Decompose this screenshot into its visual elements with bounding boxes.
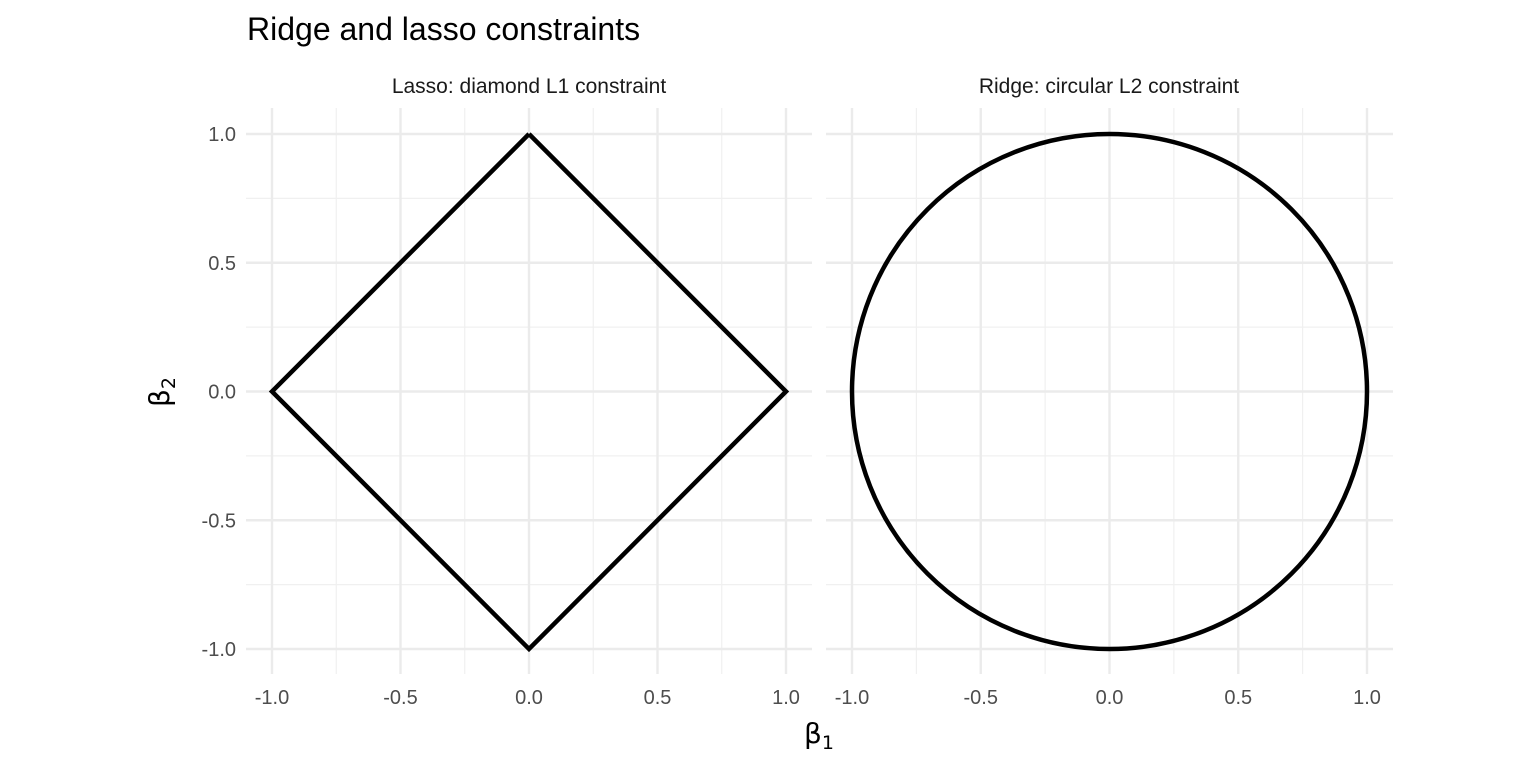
strip-title-ridge: Ridge: circular L2 constraint — [979, 75, 1239, 98]
y-axis-subscript: 2 — [158, 377, 180, 389]
x-tick-label: -1.0 — [835, 687, 869, 709]
x-axis-subscript: 1 — [822, 732, 834, 754]
panel-lasso: Lasso: diamond L1 constraint -1.0 -0.5 0.0… — [202, 75, 812, 709]
panel-ridge: Ridge: circular L2 constraint -1.0 -0.5 0.… — [826, 75, 1393, 709]
y-axis-symbol: β — [143, 389, 176, 407]
x-tick-label: -0.5 — [964, 687, 998, 709]
strip-title-lasso: Lasso: diamond L1 constraint — [392, 75, 666, 98]
y-axis-title: β2 — [143, 377, 180, 407]
constraint-diamond — [268, 132, 790, 653]
chart-title: Ridge and lasso constraints — [247, 11, 640, 47]
x-tick-label: 1.0 — [772, 687, 800, 709]
y-tick-label: -1.0 — [202, 639, 236, 661]
y-tick-label: -0.5 — [202, 510, 236, 532]
grid — [246, 108, 812, 674]
y-tick-label: 0.0 — [208, 382, 236, 404]
x-tick-label: -1.0 — [255, 687, 289, 709]
x-tick-label: 0.5 — [644, 687, 672, 709]
x-tick-label: 0.5 — [1224, 687, 1252, 709]
constraint-circle — [849, 131, 1370, 652]
x-axis-title: β1 — [804, 717, 834, 754]
x-axis-symbol: β — [804, 717, 822, 750]
y-tick-label: 0.5 — [208, 253, 236, 275]
x-tick-label: -0.5 — [383, 687, 417, 709]
y-tick-label: 1.0 — [208, 124, 236, 146]
grid — [826, 108, 1393, 674]
x-tick-label: 0.0 — [1096, 687, 1124, 709]
x-tick-label: 1.0 — [1353, 687, 1381, 709]
x-tick-label: 0.0 — [515, 687, 543, 709]
